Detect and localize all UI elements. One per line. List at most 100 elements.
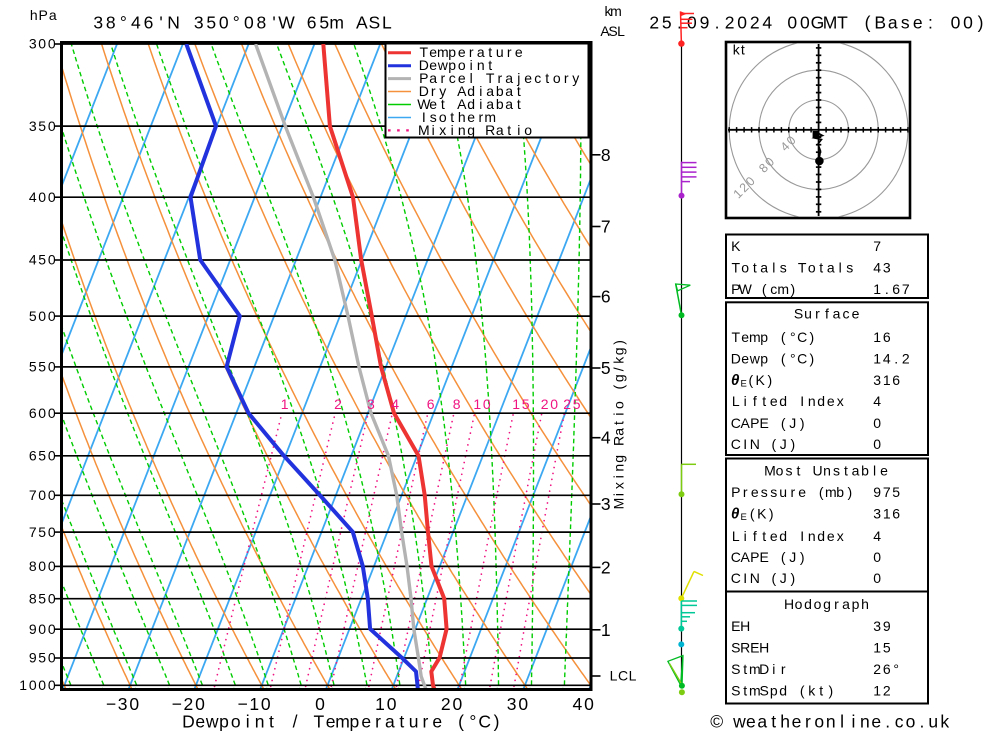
svg-text:N: N [750, 436, 760, 452]
svg-text:I: I [800, 393, 804, 409]
svg-text:0: 0 [48, 677, 56, 693]
svg-text:1: 1 [249, 694, 259, 714]
svg-text:0: 0 [195, 694, 205, 714]
svg-text:1: 1 [19, 677, 27, 693]
svg-text:d: d [467, 83, 475, 99]
svg-text:): ) [800, 415, 805, 431]
svg-text:0: 0 [550, 396, 558, 412]
svg-text:(: ( [458, 712, 464, 732]
svg-text:l: l [840, 712, 844, 732]
svg-text:a: a [505, 83, 513, 99]
svg-text:1: 1 [601, 620, 611, 640]
svg-text:m: m [437, 44, 449, 60]
svg-text:p: p [350, 712, 360, 732]
svg-text:a: a [486, 96, 494, 112]
svg-text:m: m [484, 109, 496, 125]
svg-text:0: 0 [873, 436, 881, 452]
svg-text:0: 0 [873, 415, 881, 431]
svg-text:o: o [524, 122, 532, 138]
svg-text:0: 0 [48, 621, 56, 637]
svg-text:8: 8 [29, 558, 37, 574]
svg-text:°: ° [469, 712, 476, 732]
svg-text:4: 4 [29, 189, 37, 205]
svg-text:r: r [781, 661, 786, 677]
svg-text:h: h [861, 596, 869, 612]
svg-text:J: J [780, 436, 787, 452]
svg-text:m: m [825, 484, 837, 500]
svg-text:2: 2 [441, 694, 451, 714]
svg-text:e: e [741, 351, 749, 367]
svg-text:P: P [750, 549, 759, 565]
svg-text:): ) [828, 683, 833, 699]
svg-text:o: o [906, 712, 916, 732]
svg-text:0: 0 [48, 590, 56, 606]
svg-text:0: 0 [38, 36, 46, 52]
svg-text:e: e [515, 44, 523, 60]
svg-text:8: 8 [257, 13, 267, 33]
svg-text:5: 5 [29, 359, 37, 375]
svg-text:2: 2 [334, 396, 342, 412]
svg-text:I: I [800, 528, 804, 544]
svg-text:e: e [429, 57, 437, 73]
svg-text:2: 2 [873, 661, 881, 677]
svg-text:6: 6 [883, 661, 891, 677]
svg-text:0: 0 [453, 694, 463, 714]
svg-text:0: 0 [38, 621, 46, 637]
svg-text:(: ( [781, 549, 786, 565]
svg-text:6: 6 [883, 329, 891, 345]
svg-text:S: S [369, 13, 381, 33]
svg-text:w: w [732, 712, 746, 732]
svg-text:E: E [741, 379, 747, 390]
svg-text:(: ( [781, 415, 786, 431]
svg-text:S: S [731, 639, 740, 655]
svg-text:u: u [496, 44, 504, 60]
svg-text:.: . [715, 13, 720, 33]
svg-text:i: i [479, 96, 482, 112]
svg-text:0: 0 [48, 448, 56, 464]
svg-text:): ) [809, 351, 814, 367]
svg-text:2: 2 [750, 13, 760, 33]
svg-text:3: 3 [29, 36, 37, 52]
svg-text:s: s [780, 260, 787, 276]
svg-text:0: 0 [38, 487, 46, 503]
svg-text:1: 1 [281, 396, 289, 412]
svg-text:5: 5 [38, 448, 46, 464]
svg-text:g: g [823, 596, 831, 612]
svg-text:t: t [269, 712, 274, 732]
svg-text:): ) [494, 712, 500, 732]
svg-text:o: o [439, 109, 447, 125]
svg-text:a: a [888, 13, 898, 33]
svg-text:b: b [496, 96, 504, 112]
svg-text:0: 0 [48, 118, 56, 134]
svg-text:1: 1 [873, 351, 881, 367]
svg-text:M: M [418, 122, 430, 138]
svg-text:J: J [789, 549, 796, 565]
svg-text:e: e [798, 484, 806, 500]
svg-text:6: 6 [892, 372, 900, 388]
svg-text:I: I [743, 436, 747, 452]
svg-text:0: 0 [873, 570, 881, 586]
svg-text:j: j [516, 70, 520, 86]
svg-text:e: e [195, 712, 205, 732]
svg-text:6: 6 [892, 506, 900, 522]
svg-text:3: 3 [873, 506, 881, 522]
svg-text:t: t [797, 463, 801, 479]
svg-text:4: 4 [873, 393, 881, 409]
svg-text:k: k [611, 356, 627, 364]
svg-text:°: ° [233, 13, 240, 33]
svg-text:p: p [760, 351, 768, 367]
svg-text:S: S [608, 23, 617, 39]
svg-text:0: 0 [38, 405, 46, 421]
svg-text:m: m [335, 712, 350, 732]
svg-text:3: 3 [873, 372, 881, 388]
svg-text:): ) [790, 281, 795, 297]
svg-text:k: k [808, 683, 816, 699]
svg-text:t: t [741, 42, 745, 58]
svg-text:2: 2 [541, 396, 549, 412]
svg-text:2: 2 [563, 396, 571, 412]
svg-text:0: 0 [951, 13, 961, 33]
svg-text:5: 5 [892, 484, 900, 500]
svg-text:4: 4 [601, 428, 611, 448]
svg-text:): ) [847, 484, 852, 500]
svg-text:P: P [731, 484, 740, 500]
